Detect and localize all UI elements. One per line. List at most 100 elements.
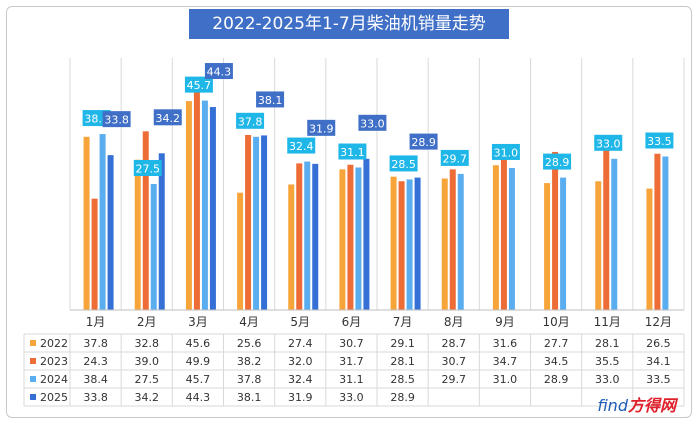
bar-2024-10月 (560, 177, 567, 310)
bar-2025-7月 (414, 177, 421, 310)
data-label-box-2024-5月 (287, 137, 316, 154)
chart-title: 2022-2025年1-7月柴油机销量走势 (212, 14, 486, 34)
x-tick-12月: 12月 (645, 315, 672, 329)
bar-2023-2月 (142, 131, 149, 310)
data-label-box-2024-3月 (184, 76, 213, 93)
data-label-2025-3月: 44.3 (207, 66, 232, 79)
table-cell-2022-10月: 27.7 (544, 337, 569, 350)
data-label-box-2024-10月 (543, 153, 572, 170)
logo-cn-text: 方得网 (627, 396, 676, 415)
table-cell-2022-1月: 37.8 (83, 337, 108, 350)
bar-2023-10月 (552, 151, 559, 310)
bar-2024-6月 (355, 167, 362, 310)
table-cell-2022-6月: 30.7 (339, 337, 364, 350)
legend-label-2024: 2024 (40, 373, 68, 386)
table-cell-2022-9月: 31.6 (493, 337, 518, 350)
table-cell-2023-8月: 30.7 (442, 355, 467, 368)
data-label-2024-10月: 28.9 (545, 156, 570, 169)
bar-2022-9月 (492, 165, 499, 310)
table-cell-2022-8月: 28.7 (442, 337, 467, 350)
data-label-box-2024-11月 (594, 134, 623, 151)
table-cell-2023-10月: 34.5 (544, 355, 569, 368)
data-label-2024-11月: 33.0 (596, 137, 621, 150)
legend-swatch-2022 (30, 340, 36, 346)
table-cell-2024-2月: 27.5 (135, 373, 160, 386)
table-cell-2024-1月: 38.4 (83, 373, 108, 386)
data-label-box-2025-2月 (153, 109, 182, 126)
table-cell-2022-3月: 45.6 (186, 337, 211, 350)
data-label-2024-7月: 28.5 (391, 158, 416, 171)
table-cell-2023-7月: 28.1 (390, 355, 415, 368)
bar-2025-6月 (363, 158, 370, 310)
bar-2024-8月 (457, 173, 464, 310)
bar-2024-3月 (201, 100, 208, 311)
table-cell-2022-4月: 25.6 (237, 337, 262, 350)
data-label-box-2024-4月 (236, 112, 265, 129)
bar-2024-4月 (253, 136, 260, 310)
table-cell-2023-6月: 31.7 (339, 355, 364, 368)
bar-2022-3月 (185, 101, 192, 310)
chart-title-box: 2022-2025年1-7月柴油机销量走势 (189, 9, 509, 39)
table-cell-2022-7月: 29.1 (390, 337, 415, 350)
bar-2023-12月 (654, 153, 661, 310)
table-cell-2025-1月: 33.8 (83, 391, 108, 404)
data-label-2024-9月: 31.0 (494, 146, 519, 159)
data-label-box-2025-6月 (358, 114, 387, 131)
bar-2024-9月 (508, 167, 515, 310)
table-cell-2024-11月: 33.0 (595, 373, 620, 386)
data-label-box-2025-5月 (307, 119, 336, 136)
table-cell-2023-5月: 32.0 (288, 355, 313, 368)
table-cell-2024-7月: 28.5 (390, 373, 415, 386)
bar-2022-8月 (441, 178, 448, 310)
table-cell-2023-3月: 49.9 (186, 355, 211, 368)
data-label-box-2024-2月 (133, 160, 162, 176)
bar-2022-1月 (83, 136, 90, 310)
data-label-box-2025-3月 (204, 63, 233, 80)
x-tick-10月: 10月 (542, 315, 569, 329)
bar-2023-7月 (398, 181, 405, 310)
bar-2023-3月 (193, 81, 200, 310)
bar-2022-10月 (544, 183, 551, 310)
table-cell-2024-12月: 33.5 (646, 373, 671, 386)
x-tick-5月: 5月 (290, 315, 310, 329)
table-cell-2023-1月: 24.3 (83, 355, 108, 368)
data-label-2024-2月: 27.5 (136, 163, 161, 176)
table-cell-2023-4月: 38.2 (237, 355, 262, 368)
bar-2022-5月 (288, 184, 295, 310)
table-cell-2022-5月: 27.4 (288, 337, 313, 350)
bar-2022-12月 (646, 188, 653, 310)
table-cell-2025-6月: 33.0 (339, 391, 364, 404)
table-cell-2025-4月: 38.1 (237, 391, 262, 404)
bar-2023-8月 (449, 169, 456, 310)
legend-swatch-2024 (30, 376, 36, 382)
bar-2025-5月 (312, 163, 319, 310)
bar-2022-6月 (339, 169, 346, 310)
data-label-2024-12月: 33.5 (647, 135, 672, 148)
bar-2025-3月 (209, 107, 216, 310)
logo-text: find (597, 396, 628, 415)
findnet-logo: find方得网 (597, 392, 676, 416)
legend-label-2023: 2023 (40, 355, 68, 368)
data-label-box-2024-9月 (491, 143, 520, 160)
x-tick-4月: 4月 (239, 315, 259, 329)
table-cell-2022-11月: 28.1 (595, 337, 620, 350)
x-tick-1月: 1月 (86, 315, 106, 329)
legend-swatch-2025 (30, 394, 36, 400)
legend-swatch-2023 (30, 358, 36, 364)
table-cell-2024-3月: 45.7 (186, 373, 211, 386)
table-cell-2023-11月: 35.5 (595, 355, 620, 368)
bar-2024-2月 (150, 184, 157, 310)
x-tick-2月: 2月 (137, 315, 157, 329)
bar-2025-1月 (107, 155, 114, 310)
bar-2023-5月 (296, 163, 303, 310)
bar-2025-4月 (261, 135, 268, 310)
bar-2024-12月 (662, 156, 669, 310)
bar-2022-7月 (390, 176, 397, 310)
table-cell-2023-12月: 34.1 (646, 355, 671, 368)
bar-2024-11月 (611, 158, 618, 310)
table-cell-2023-9月: 34.7 (493, 355, 518, 368)
data-label-2024-5月: 32.4 (289, 140, 314, 153)
bar-2023-1月 (91, 198, 98, 310)
bar-2024-5月 (304, 161, 311, 310)
table-cell-2024-9月: 31.0 (493, 373, 518, 386)
